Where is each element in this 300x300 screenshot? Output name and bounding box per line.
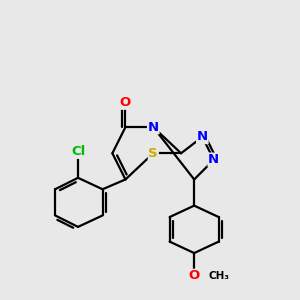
Text: S: S	[148, 147, 158, 160]
Text: N: N	[148, 121, 159, 134]
Text: Cl: Cl	[71, 145, 85, 158]
Text: N: N	[197, 130, 208, 143]
Text: N: N	[208, 153, 219, 166]
Text: O: O	[120, 96, 131, 109]
Text: O: O	[188, 269, 200, 283]
Text: CH₃: CH₃	[209, 271, 230, 281]
